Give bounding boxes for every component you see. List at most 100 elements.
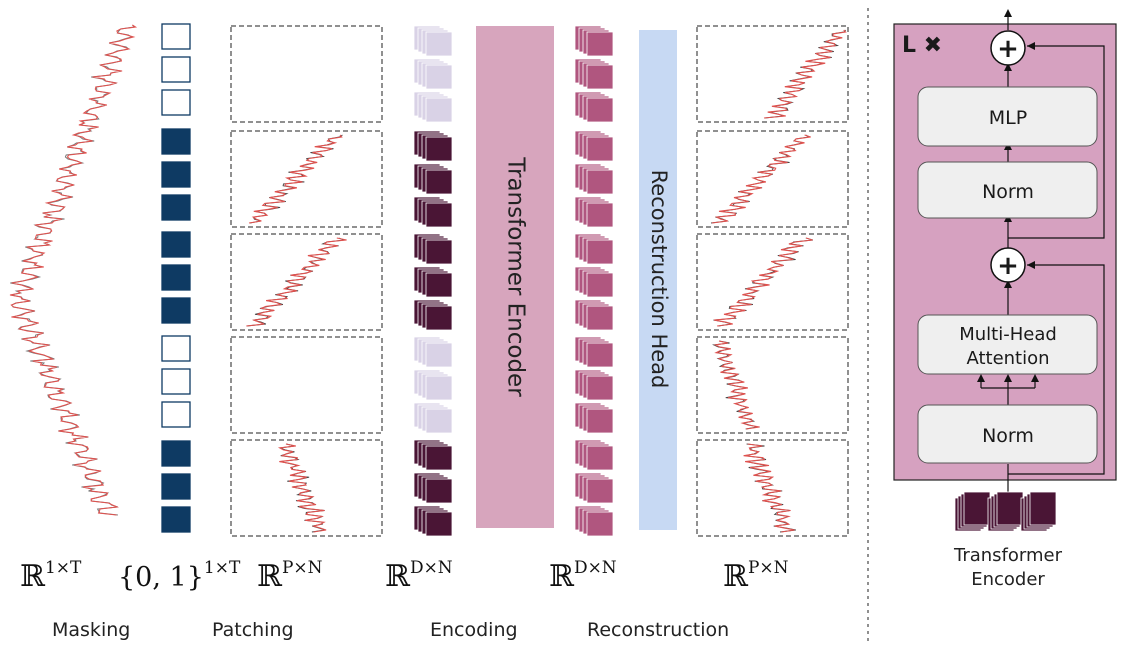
add-node-bottom: +: [990, 247, 1026, 283]
reconstruction-label: Reconstruction: [587, 619, 729, 641]
math-labels: ℝ1×T {0, 1}1×T ℝP×N ℝD×N ℝD×N ℝP×N: [20, 558, 789, 594]
embedding-token: [586, 375, 614, 401]
mask-square-visible: [161, 297, 191, 324]
mask-square-masked: [161, 89, 191, 116]
embedding-token: [425, 375, 453, 401]
detail-embedding-token: [996, 491, 1024, 526]
embedding-token: [586, 64, 614, 90]
attention-box: [917, 314, 1098, 375]
output-patch-column: [696, 25, 849, 537]
mask-square-masked: [161, 23, 191, 50]
patch-space-label: ℝP×N: [257, 558, 323, 594]
embedding-token: [425, 202, 453, 228]
repeat-count-label: L ✖: [902, 33, 942, 58]
patch-signal-red: [277, 443, 327, 533]
embedding-token: [425, 342, 453, 368]
mask-square-visible: [161, 231, 191, 258]
input-patch: [230, 233, 383, 331]
input-patch: [230, 25, 383, 123]
embed-space-label: ℝD×N: [385, 558, 453, 594]
recon-space-label: ℝD×N: [549, 558, 617, 594]
patch-signal-red: [714, 237, 813, 327]
output-space-label: ℝP×N: [723, 558, 789, 594]
mask-square-masked: [161, 401, 191, 428]
norm-bottom-label: Norm: [982, 425, 1034, 447]
mask-square-masked: [161, 368, 191, 395]
patch-signal-red: [711, 134, 811, 224]
embedding-token: [425, 445, 453, 471]
transformer-encoder-bar: Transformer Encoder: [476, 26, 554, 528]
output-patch: [696, 439, 849, 537]
norm-top-label: Norm: [982, 181, 1034, 203]
embedding-token: [586, 445, 614, 471]
patching-label: Patching: [212, 619, 294, 641]
embedding-token: [586, 305, 614, 331]
embedding-token: [586, 239, 614, 265]
embedding-token: [425, 64, 453, 90]
embedding-token: [425, 97, 453, 123]
embedding-token: [586, 511, 614, 537]
mask-square-visible: [161, 128, 191, 155]
output-patch: [696, 233, 849, 331]
embedding-token: [586, 272, 614, 298]
output-patch: [696, 130, 849, 228]
patch-signal-red: [743, 443, 795, 533]
masking-label: Masking: [52, 619, 130, 641]
embedding-token: [425, 305, 453, 331]
caption-line1: Transformer: [953, 545, 1063, 566]
patch-signal-red: [763, 29, 847, 119]
mask-square-visible: [161, 264, 191, 291]
embedding-token: [586, 136, 614, 162]
embedding-token: [425, 31, 453, 57]
mask-space-label: {0, 1}1×T: [118, 558, 241, 593]
input-patch: [230, 439, 383, 537]
norm-top-box: [917, 161, 1098, 219]
embedding-column: [413, 25, 453, 537]
embedding-token: [425, 136, 453, 162]
mlp-label: MLP: [989, 107, 1027, 129]
embedding-token: [586, 342, 614, 368]
attention-label-line2: Attention: [966, 348, 1049, 369]
input-patch: [230, 130, 383, 228]
detail-embedding-token: [963, 491, 991, 526]
embedding-token: [586, 408, 614, 434]
mask-square-visible: [161, 473, 191, 500]
embedding-token: [586, 31, 614, 57]
embedding-token: [586, 202, 614, 228]
mlp-box: [917, 86, 1098, 147]
norm-bottom-box: [917, 404, 1098, 464]
input-signal: [9, 24, 138, 516]
embedding-token: [425, 511, 453, 537]
embedding-token: [425, 408, 453, 434]
embedding-token: [586, 478, 614, 504]
detail-embedding-token: [1029, 491, 1057, 526]
embedding-token: [425, 272, 453, 298]
input-patch: [230, 336, 383, 434]
reconstruction-head-bar-label: Reconstruction Head: [647, 170, 671, 389]
patch-signal-red: [248, 134, 343, 224]
patch-column: [230, 25, 383, 537]
patch-signal-red: [713, 340, 760, 430]
embedding-token: [425, 169, 453, 195]
mask-square-visible: [161, 194, 191, 221]
transformer-encoder-bar-label: Transformer Encoder: [503, 156, 529, 397]
output-patch: [696, 25, 849, 123]
stage-labels: Masking Patching Encoding Reconstruction: [52, 619, 729, 641]
mask-vector: [161, 23, 191, 533]
svg-text:+: +: [997, 251, 1019, 281]
add-node-top: +: [990, 30, 1026, 66]
mask-square-visible: [161, 161, 191, 188]
embedding-token: [425, 478, 453, 504]
embedding-token: [425, 239, 453, 265]
caption-line2: Encoder: [971, 569, 1045, 590]
mask-square-masked: [161, 56, 191, 83]
svg-text:+: +: [997, 34, 1019, 64]
detail-input-embeddings: [954, 491, 1057, 532]
reconstruction-embedding-column: [574, 25, 614, 537]
embedding-token: [586, 97, 614, 123]
patch-signal-red: [246, 237, 347, 327]
input-space-label: ℝ1×T: [20, 558, 82, 594]
encoding-label: Encoding: [430, 619, 518, 641]
attention-label-line1: Multi-Head: [959, 324, 1057, 345]
